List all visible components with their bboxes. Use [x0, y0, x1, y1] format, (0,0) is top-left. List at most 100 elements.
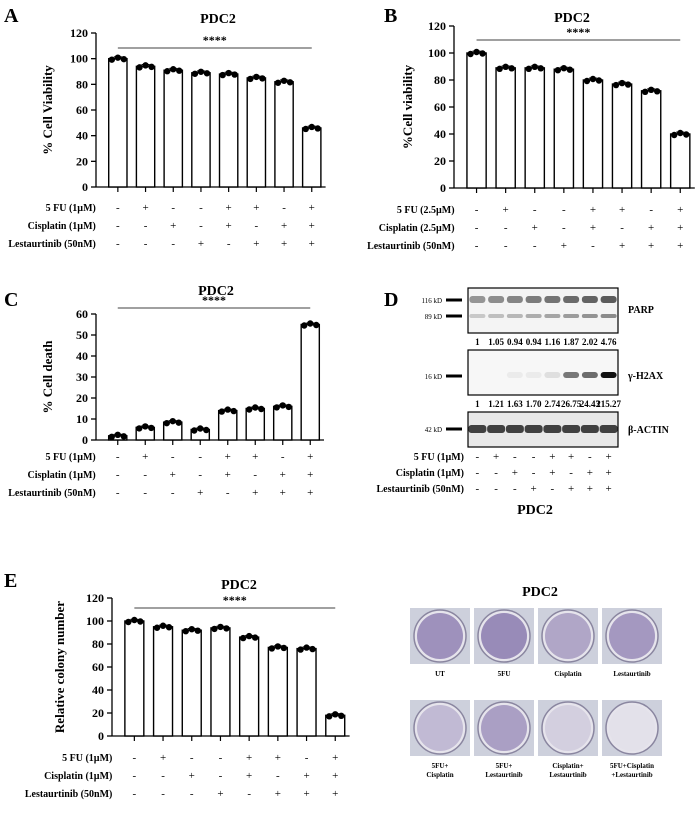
data-point — [589, 75, 597, 83]
marker-label: 89 kD — [425, 313, 442, 321]
data-point — [641, 88, 649, 96]
parp-band-cleaved — [600, 314, 617, 318]
dish-label: UT — [435, 670, 445, 678]
parp-band-cleaved — [506, 314, 523, 318]
condition-sign: - — [143, 469, 147, 481]
parp-blot-box — [467, 287, 619, 334]
condition-sign: - — [513, 483, 517, 495]
colony-dish — [410, 608, 470, 664]
condition-sign: - — [247, 788, 251, 800]
parp-quantification: 2.02 — [582, 337, 598, 347]
data-point — [182, 628, 189, 635]
data-point — [137, 618, 144, 625]
parp-quantification: 0.94 — [507, 337, 523, 347]
condition-sign: + — [532, 222, 538, 234]
data-point — [624, 81, 632, 88]
y-tick-label: 0 — [82, 180, 88, 194]
condition-sign: + — [332, 788, 338, 800]
marker-label: 16 kD — [425, 373, 442, 381]
data-point — [647, 86, 655, 94]
data-point — [203, 70, 211, 77]
y-tick-label: 100 — [428, 46, 446, 60]
condition-sign: + — [648, 240, 654, 252]
colony-dish — [602, 608, 662, 664]
parp-band-full — [506, 296, 523, 303]
actin-band — [524, 425, 543, 433]
colony-stain — [609, 705, 655, 751]
condition-label: Lestaurtinib (50nM) — [367, 241, 455, 252]
data-point — [245, 632, 253, 640]
condition-sign: + — [531, 483, 537, 495]
colony-dish — [474, 608, 534, 664]
data-point — [108, 433, 115, 440]
y-tick-label: 100 — [70, 52, 88, 66]
condition-sign: + — [275, 788, 281, 800]
condition-sign: - — [551, 483, 555, 495]
protein-label: γ-H2AX — [627, 371, 664, 382]
protein-label: β-ACTIN — [628, 425, 670, 436]
condition-sign: - — [171, 451, 175, 463]
data-point — [560, 65, 568, 72]
condition-sign: + — [587, 483, 593, 495]
condition-label: Lestaurtinib (50nM) — [8, 488, 96, 499]
condition-sign: + — [170, 220, 176, 232]
condition-sign: + — [142, 202, 148, 214]
dish-label: 5FU+ — [496, 762, 513, 770]
condition-sign: + — [253, 202, 259, 214]
colony-dish — [602, 700, 662, 756]
condition-sign: - — [494, 483, 498, 495]
data-point — [224, 406, 231, 413]
data-point — [194, 627, 201, 634]
data-point — [108, 56, 116, 63]
condition-sign: - — [133, 770, 137, 782]
y-axis-label: %Cell viability — [400, 64, 415, 149]
condition-sign: - — [116, 238, 120, 250]
actin-band — [562, 425, 581, 433]
data-point — [531, 63, 538, 71]
chart-title: PDC2 — [221, 578, 257, 593]
condition-label: 5 FU (1µM) — [46, 203, 96, 214]
condition-sign: - — [116, 220, 120, 232]
bar — [238, 636, 260, 737]
condition-sign: + — [226, 202, 232, 214]
data-point — [326, 713, 333, 720]
condition-label: Cisplatin (1µM) — [396, 468, 464, 479]
parp-band-full — [581, 296, 598, 303]
y-tick-label: 80 — [76, 77, 88, 91]
data-point — [496, 65, 503, 73]
data-point — [246, 406, 253, 413]
condition-label: 5 FU (1µM) — [414, 452, 464, 463]
condition-sign: - — [281, 451, 285, 463]
data-point — [211, 625, 218, 633]
parp-band-cleaved — [469, 314, 486, 318]
y-tick-label: 0 — [440, 181, 446, 195]
bar — [124, 620, 145, 737]
condition-sign: - — [171, 202, 175, 214]
y-tick-label: 60 — [434, 100, 446, 114]
parp-band-cleaved — [488, 314, 505, 318]
condition-sign: + — [677, 222, 683, 234]
h2ax-quantification: 1 — [475, 399, 480, 409]
condition-sign: + — [252, 487, 258, 499]
data-point — [313, 321, 320, 329]
data-point — [142, 423, 149, 430]
parp-band-full — [469, 296, 486, 303]
condition-sign: - — [227, 238, 231, 250]
data-point — [120, 55, 128, 63]
data-point — [153, 624, 161, 631]
parp-band-full — [563, 296, 580, 303]
data-point — [595, 77, 603, 84]
actin-band — [487, 425, 506, 433]
condition-sign: - — [562, 204, 566, 216]
colony-stain — [417, 613, 463, 659]
condition-sign: + — [142, 451, 148, 463]
data-point — [230, 407, 237, 415]
condition-sign: - — [305, 752, 309, 764]
significance-stars: **** — [203, 33, 227, 47]
condition-sign: - — [475, 240, 479, 252]
colony-dish — [538, 700, 598, 756]
h2ax-quantification: 1.21 — [488, 399, 504, 409]
data-point — [159, 622, 167, 629]
bar — [191, 72, 211, 188]
data-point — [332, 711, 339, 718]
